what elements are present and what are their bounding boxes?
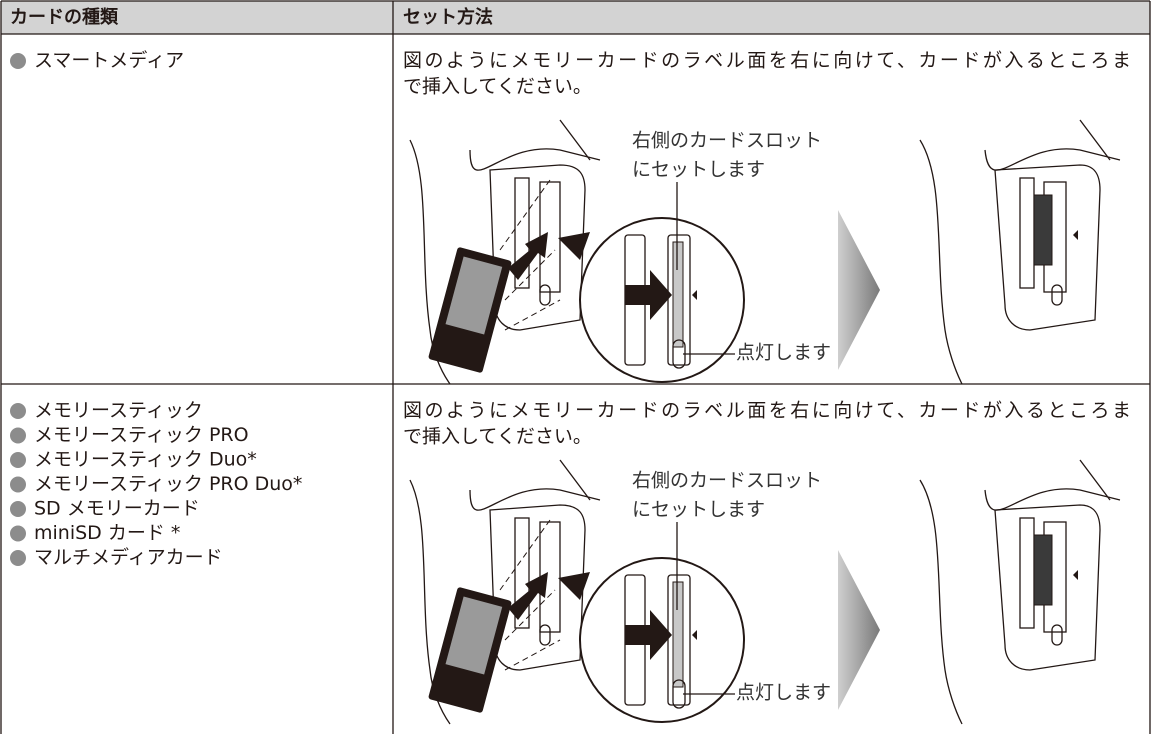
instruction: で挿入してください。: [403, 76, 592, 98]
bullet: [10, 452, 26, 468]
bullet: [10, 550, 26, 566]
slot-label: 右側のカードスロット: [632, 130, 822, 152]
card-type: スマートメディア: [34, 50, 184, 72]
header-bg: [1, 1, 1150, 34]
header: セット方法: [403, 6, 493, 28]
bullet: [10, 53, 26, 69]
bullet: [10, 427, 26, 444]
light-label: 点灯します: [736, 682, 831, 704]
card-type: メモリースティック Duo*: [34, 449, 257, 471]
instruction: 図のようにメモリーカードのラベル面を右に向けて、カードが入るところま: [403, 50, 1131, 72]
card-type: miniSD カード *: [34, 522, 180, 544]
instruction: 図のようにメモリーカードのラベル面を右に向けて、カードが入るところま: [403, 400, 1131, 422]
bullet: [10, 403, 26, 419]
slot-label: にセットします: [632, 499, 765, 521]
light-label: 点灯します: [736, 342, 831, 364]
card-type: マルチメディアカード: [34, 547, 223, 569]
card-type: メモリースティック PRO Duo*: [34, 473, 302, 495]
slot-label: 右側のカードスロット: [632, 470, 822, 492]
card-type: メモリースティック PRO: [34, 424, 249, 446]
header: カードの種類: [10, 6, 119, 28]
bullet: [10, 501, 26, 517]
card-type: SD メモリーカード: [34, 498, 200, 520]
instruction: で挿入してください。: [403, 426, 592, 448]
slot-label: にセットします: [632, 159, 765, 181]
card-type: メモリースティック: [34, 400, 203, 422]
bullet: [10, 476, 26, 493]
bullet: [10, 525, 26, 542]
